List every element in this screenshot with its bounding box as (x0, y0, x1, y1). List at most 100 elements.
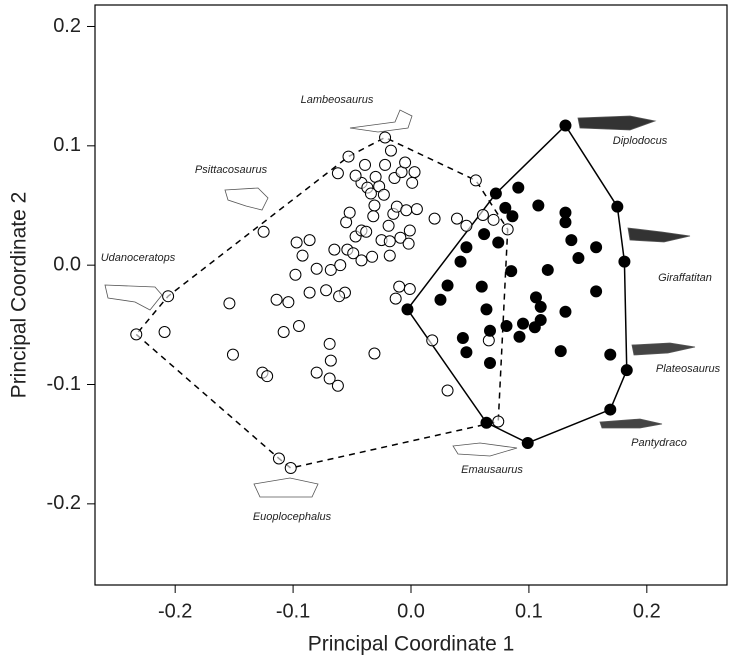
point (272, 452, 285, 465)
silhouette (104, 284, 163, 311)
point (554, 345, 567, 358)
point (478, 228, 491, 241)
point (384, 144, 397, 157)
point (492, 415, 505, 428)
point (349, 169, 362, 182)
point (618, 255, 631, 268)
silhouette (599, 418, 663, 429)
point (310, 366, 323, 379)
y-tick-label: 0.2 (53, 15, 81, 37)
point (347, 247, 360, 260)
point (130, 328, 143, 341)
y-tick-label: 0.0 (53, 253, 81, 275)
silhouette (452, 442, 518, 457)
point (484, 357, 496, 370)
point (377, 188, 390, 201)
species-label: Pantydraco (631, 437, 687, 449)
silhouette (577, 115, 657, 131)
point (620, 364, 633, 377)
silhouette (627, 227, 691, 243)
point (261, 370, 274, 383)
species-label: Plateosaurus (656, 363, 721, 375)
point (480, 416, 493, 429)
point (333, 290, 346, 303)
point (399, 156, 412, 169)
point (528, 321, 541, 334)
y-tick-label: 0.1 (53, 134, 81, 156)
point (368, 199, 381, 212)
point (403, 224, 416, 237)
silhouette (224, 187, 269, 211)
point (512, 181, 525, 194)
point (296, 249, 309, 262)
point (394, 231, 407, 244)
point (400, 204, 413, 217)
point (500, 320, 513, 333)
point (367, 210, 380, 223)
silhouettes (104, 109, 696, 498)
point (410, 203, 423, 216)
point (383, 235, 396, 248)
point (290, 236, 303, 249)
point (590, 285, 603, 298)
point (513, 330, 526, 343)
point (484, 324, 496, 337)
point (364, 187, 377, 200)
point (541, 263, 554, 276)
point (532, 199, 545, 212)
point (454, 255, 467, 268)
point (475, 280, 488, 293)
point (505, 265, 518, 278)
point (393, 280, 406, 293)
point (303, 286, 316, 299)
point (604, 348, 617, 361)
plot-frame (94, 4, 728, 586)
species-label: Psittacosaurus (195, 164, 268, 176)
point (324, 354, 337, 367)
point (590, 241, 603, 254)
x-tick-label: -0.2 (158, 600, 192, 622)
point (289, 268, 302, 281)
silhouette (349, 109, 413, 133)
point (343, 206, 356, 219)
species-label: Giraffatitan (658, 272, 712, 284)
point (499, 201, 512, 214)
point (529, 291, 542, 304)
point (303, 234, 316, 247)
point (383, 249, 396, 262)
point (360, 225, 373, 238)
point (402, 237, 415, 250)
point (277, 325, 290, 338)
point (223, 297, 236, 310)
x-axis-title: Principal Coordinate 1 (308, 633, 515, 656)
x-tick-label: 0.1 (515, 600, 543, 622)
point (559, 216, 572, 229)
point (441, 279, 454, 292)
point (292, 320, 305, 333)
point (604, 403, 617, 416)
point (328, 243, 341, 256)
point (506, 210, 519, 223)
x-tick-label: -0.1 (276, 600, 310, 622)
point (282, 296, 295, 309)
point (310, 262, 323, 275)
point (403, 283, 416, 296)
point (158, 325, 171, 338)
x-tick-label: 0.2 (633, 600, 661, 622)
point (565, 234, 578, 247)
point (456, 331, 469, 344)
silhouette (631, 342, 696, 356)
silhouette (253, 477, 319, 498)
y-axis-title: Principal Coordinate 2 (8, 192, 31, 399)
point (408, 166, 421, 179)
point (572, 252, 585, 265)
point (480, 303, 493, 316)
point (334, 259, 347, 272)
point (331, 167, 344, 180)
point (559, 305, 572, 318)
point (382, 219, 395, 232)
point (450, 212, 463, 225)
point (469, 174, 482, 187)
point (460, 241, 473, 254)
